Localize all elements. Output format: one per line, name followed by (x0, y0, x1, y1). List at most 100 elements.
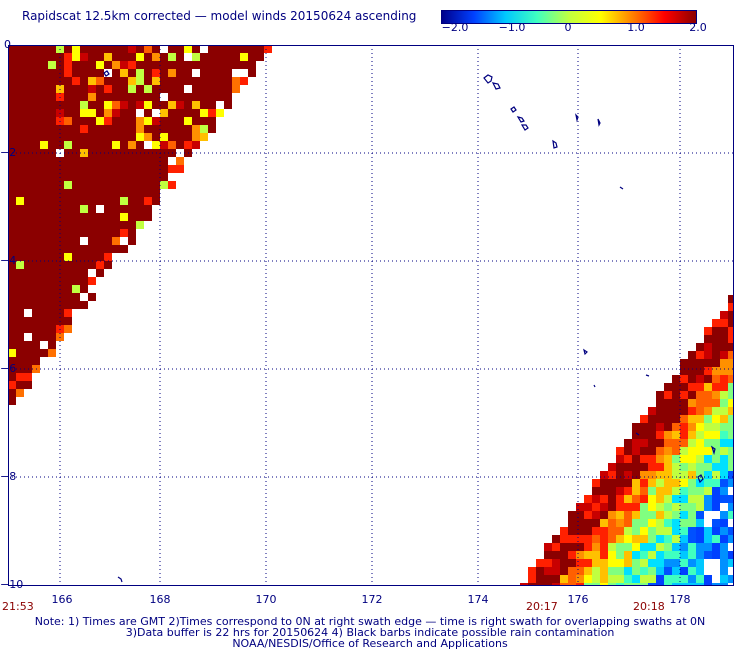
wind-cell (656, 415, 664, 423)
wind-cell (104, 213, 112, 221)
wind-cell (40, 213, 48, 221)
wind-cell (656, 487, 664, 495)
wind-cell (664, 503, 672, 511)
lon-label-174: 174 (467, 593, 489, 606)
wind-cell (608, 543, 616, 551)
wind-cell (40, 317, 48, 325)
wind-cell (40, 341, 48, 349)
wind-cell (544, 567, 552, 575)
wind-cell (720, 375, 728, 383)
wind-cell (40, 69, 48, 77)
wind-cell (232, 77, 240, 85)
wind-cell (112, 213, 120, 221)
wind-cell (88, 293, 96, 301)
wind-cell (680, 375, 688, 383)
wind-cell (728, 583, 734, 586)
wind-cell (64, 269, 72, 277)
wind-cell (664, 559, 672, 567)
wind-cell (664, 455, 672, 463)
wind-cell (136, 45, 144, 53)
wind-cell (8, 173, 16, 181)
wind-cell (104, 93, 112, 101)
wind-cell (72, 293, 80, 301)
wind-cell (48, 173, 56, 181)
wind-cell (144, 181, 152, 189)
wind-cell (592, 535, 600, 543)
wind-cell (672, 535, 680, 543)
wind-cell (632, 471, 640, 479)
wind-cell (160, 101, 168, 109)
wind-cell (136, 213, 144, 221)
wind-cell (160, 181, 168, 189)
wind-cell (704, 487, 712, 495)
wind-cell (584, 575, 592, 583)
wind-cell (248, 45, 256, 53)
wind-cell (144, 101, 152, 109)
wind-cell (48, 213, 56, 221)
wind-cell (136, 181, 144, 189)
wind-cell (48, 277, 56, 285)
wind-cell (144, 125, 152, 133)
wind-cell (160, 61, 168, 69)
wind-cell (632, 479, 640, 487)
wind-cell (616, 543, 624, 551)
wind-cell (40, 181, 48, 189)
wind-cell (560, 527, 568, 535)
wind-cell (72, 133, 80, 141)
wind-cell (728, 455, 734, 463)
wind-cell (64, 221, 72, 229)
wind-cell (184, 101, 192, 109)
wind-cell (232, 61, 240, 69)
wind-cell (704, 351, 712, 359)
wind-cell (184, 77, 192, 85)
wind-cell (664, 495, 672, 503)
wind-cell (48, 301, 56, 309)
wind-cell (688, 367, 696, 375)
wind-cell (104, 53, 112, 61)
wind-cell (704, 543, 712, 551)
wind-cell (592, 559, 600, 567)
wind-cell (152, 117, 160, 125)
wind-cell (240, 77, 248, 85)
wind-cell (32, 53, 40, 61)
wind-cell (160, 125, 168, 133)
wind-cell (200, 69, 208, 77)
wind-cell (192, 69, 200, 77)
wind-cell (616, 503, 624, 511)
wind-cell (80, 125, 88, 133)
map-title: Rapidscat 12.5km corrected — model winds… (22, 9, 417, 23)
wind-cell (568, 559, 576, 567)
wind-cell (160, 85, 168, 93)
wind-cell (184, 85, 192, 93)
lat-label-neg10: −10 (0, 578, 24, 591)
wind-cell (232, 45, 240, 53)
wind-cell (160, 173, 168, 181)
wind-cell (40, 237, 48, 245)
wind-cell (144, 205, 152, 213)
wind-cell (32, 261, 40, 269)
wind-cell (656, 471, 664, 479)
wind-cell (152, 157, 160, 165)
wind-cell (120, 229, 128, 237)
wind-cell (600, 487, 608, 495)
wind-cell (680, 415, 688, 423)
lat-label-0: 0 (4, 38, 11, 51)
wind-cell (248, 69, 256, 77)
wind-cell (584, 495, 592, 503)
wind-cell (560, 567, 568, 575)
wind-cell (680, 399, 688, 407)
wind-cell (688, 415, 696, 423)
wind-cell (184, 61, 192, 69)
wind-cell (616, 527, 624, 535)
wind-cell (672, 479, 680, 487)
wind-cell (728, 295, 734, 303)
wind-cell (728, 511, 734, 519)
wind-cell (208, 85, 216, 93)
wind-cell (24, 173, 32, 181)
wind-cell (88, 197, 96, 205)
wind-cell (688, 455, 696, 463)
wind-cell (592, 551, 600, 559)
wind-cell (680, 455, 688, 463)
wind-cell (32, 349, 40, 357)
wind-cell (120, 245, 128, 253)
